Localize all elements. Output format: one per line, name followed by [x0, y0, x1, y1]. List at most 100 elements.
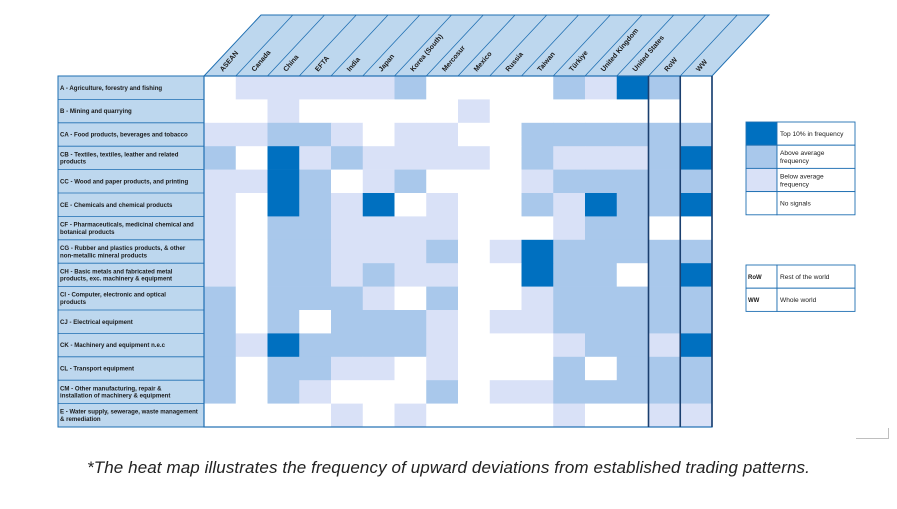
heat-cell [458, 122, 491, 147]
heat-cell [267, 356, 300, 381]
heat-cell [648, 99, 681, 124]
heat-cell [204, 263, 237, 287]
heat-cell [267, 169, 300, 194]
heat-cell [235, 76, 268, 100]
heat-cell [331, 286, 364, 311]
header-divider [235, 14, 294, 77]
heat-cell [267, 122, 300, 147]
heat-cell [204, 310, 237, 334]
heat-cell [616, 169, 649, 194]
heat-cell [204, 286, 237, 311]
heat-cell [458, 239, 491, 264]
header-divider [648, 14, 706, 77]
heat-cell [362, 239, 395, 264]
heat-cell [426, 263, 459, 287]
heat-cell [680, 380, 713, 404]
heat-cell [331, 263, 364, 287]
heat-cell [267, 216, 300, 241]
legend-label: No signals [780, 201, 811, 208]
heat-cell [648, 286, 681, 311]
header-divider [362, 14, 421, 77]
heat-cell [267, 193, 300, 217]
heat-cell [394, 239, 427, 264]
legend-label-box [776, 191, 856, 216]
grid-lines [203, 75, 713, 428]
heat-cell [204, 380, 237, 404]
heat-cell [680, 216, 713, 241]
heat-cell [616, 380, 649, 404]
heat-cell [204, 99, 237, 124]
heat-cell [489, 403, 522, 428]
heat-cell [553, 310, 586, 334]
heat-cell [585, 356, 618, 381]
heat-cell [585, 333, 618, 358]
heat-cell [362, 310, 395, 334]
heat-cell [680, 356, 713, 381]
header-divider [394, 14, 452, 77]
header-divider [267, 14, 325, 77]
heat-cell [331, 239, 364, 264]
heat-cell [553, 263, 586, 287]
legend-swatch [745, 191, 778, 216]
row-label: CE - Chemicals and chemical products [60, 202, 173, 209]
header-divider [489, 14, 548, 77]
heat-cell [299, 403, 332, 428]
heat-cell [521, 403, 554, 428]
heat-cell [553, 99, 586, 124]
heat-cell [426, 99, 459, 124]
heat-cell [267, 286, 300, 311]
heat-cell [235, 169, 268, 194]
heat-cell [553, 286, 586, 311]
heat-cell [489, 216, 522, 241]
heat-cell [585, 146, 618, 170]
heat-cell [458, 356, 491, 381]
heat-cell [458, 99, 491, 124]
heat-cell [585, 310, 618, 334]
heat-cell [616, 310, 649, 334]
heat-cell [616, 99, 649, 124]
heat-cell [394, 310, 427, 334]
heat-cell [521, 193, 554, 217]
heat-cell [616, 76, 649, 100]
heat-cell [299, 356, 332, 381]
heat-cell [616, 146, 649, 170]
row-label: CK - Machinery and equipment n.e.c [60, 342, 166, 349]
heat-cell [426, 403, 459, 428]
heat-cell [299, 310, 332, 334]
heat-cell [299, 169, 332, 194]
heat-cell [331, 380, 364, 404]
row-label: CM - Other manufacturing, repair & instal… [60, 385, 170, 399]
heat-cell [394, 193, 427, 217]
heat-cell [458, 403, 491, 428]
heat-cell [204, 356, 237, 381]
heat-cell [489, 310, 522, 334]
heat-cell [680, 310, 713, 334]
heat-cell [426, 146, 459, 170]
heat-cell [521, 263, 554, 287]
heat-cell [235, 99, 268, 124]
heat-cell [489, 286, 522, 311]
heat-cell [680, 403, 713, 428]
heat-cell [648, 333, 681, 358]
legend-label: Below average frequency [780, 173, 824, 188]
row-label: CJ - Electrical equipment [60, 319, 133, 326]
heat-cell [331, 310, 364, 334]
heat-cell [553, 239, 586, 264]
heat-cell [267, 146, 300, 170]
heat-cell [426, 122, 459, 147]
heat-cell [680, 146, 713, 170]
heat-cell [235, 286, 268, 311]
heat-cell [204, 333, 237, 358]
heat-cell [394, 169, 427, 194]
heat-cell [521, 216, 554, 241]
heat-cell [299, 216, 332, 241]
heat-cell [616, 263, 649, 287]
heat-cell [362, 380, 395, 404]
heat-cell [267, 310, 300, 334]
legend-swatch [745, 167, 778, 193]
abbrev-code: WW [748, 298, 760, 304]
heat-cell [362, 122, 395, 147]
heat-cell [489, 76, 522, 100]
heat-cell [204, 239, 237, 264]
heat-cell [394, 333, 427, 358]
